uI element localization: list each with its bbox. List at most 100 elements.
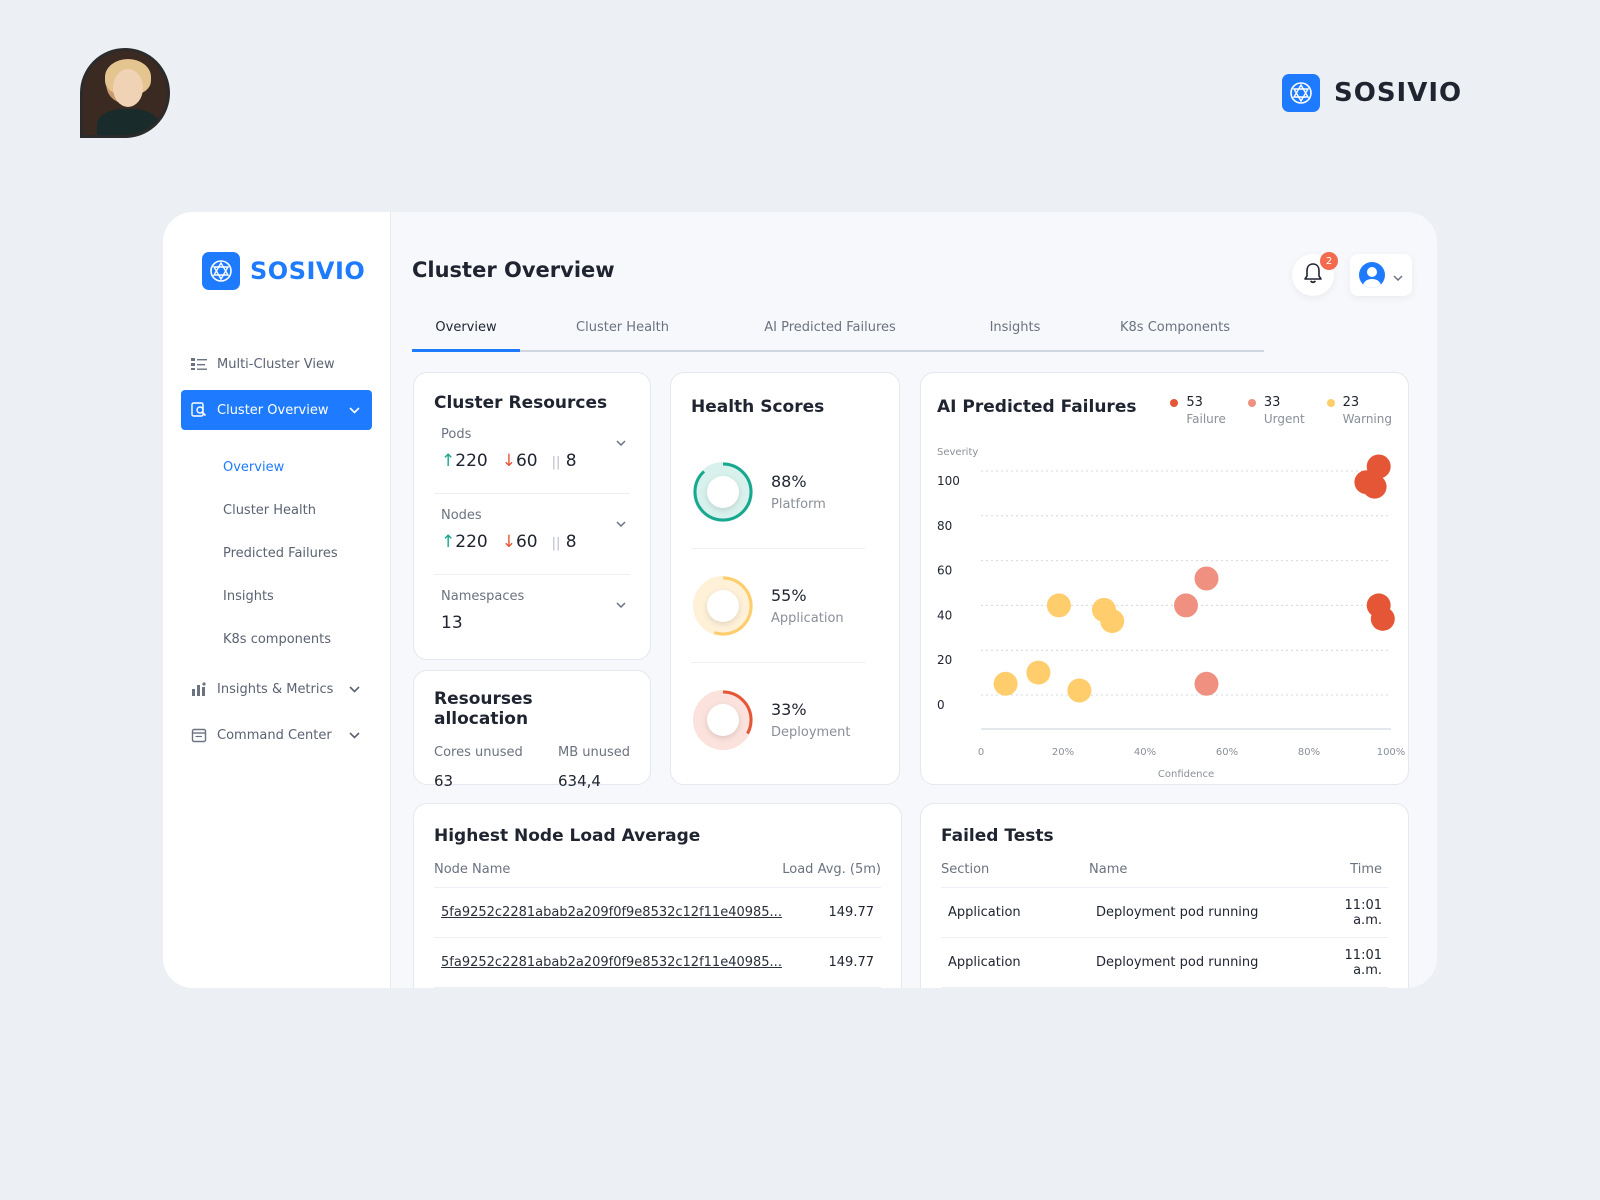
data-point-failure bbox=[1362, 474, 1387, 499]
node-link[interactable]: 5fa9252c2281abab2a209f0f9e8532c12f11e409… bbox=[441, 955, 782, 970]
y-tick-label: 0 bbox=[937, 698, 945, 712]
table-row: 5fa9252c2281abab2a209f0f9e8532c12f11e409… bbox=[434, 888, 881, 938]
time-cell: 11:01 a.m. bbox=[1344, 947, 1382, 978]
chevron-down-icon bbox=[349, 403, 360, 418]
score-percent: 88% bbox=[771, 471, 807, 491]
resources-allocation-card: Resourses allocation Cores unused 63 MB … bbox=[413, 670, 651, 790]
score-percent: 33% bbox=[771, 700, 807, 719]
sidebar-item-label: Command Center bbox=[217, 727, 332, 743]
x-tick-label: 40% bbox=[1134, 747, 1156, 758]
legend-item-urgent[interactable]: 33 Urgent bbox=[1247, 395, 1305, 426]
mb-unused-label: MB unused bbox=[557, 745, 630, 760]
chevron-down-icon[interactable] bbox=[616, 597, 626, 612]
x-axis-label: Confidence bbox=[1158, 769, 1214, 780]
table-row[interactable]: Application Deployment pod running 11:01… bbox=[941, 938, 1388, 988]
ring-center bbox=[707, 475, 739, 508]
tab-insights[interactable]: Insights bbox=[989, 320, 1041, 335]
health-score-deployment[interactable]: 33% Deployment bbox=[691, 663, 865, 777]
profile-photo bbox=[80, 48, 170, 138]
health-score-platform[interactable]: 88% Platform bbox=[691, 435, 865, 549]
notification-badge: 2 bbox=[1320, 252, 1338, 270]
health-score-application[interactable]: 55% Application bbox=[691, 549, 865, 663]
score-label: Deployment bbox=[771, 725, 851, 740]
tab-ai-predicted-failures[interactable]: AI Predicted Failures bbox=[764, 320, 896, 335]
nodes-label: Nodes bbox=[441, 508, 482, 523]
sidebar-nav: Multi-Cluster View Cluster Overview Over… bbox=[163, 344, 390, 755]
arrow-down-icon: ↓ bbox=[501, 451, 516, 471]
chevron-down-icon bbox=[349, 682, 360, 697]
legend-item-failure[interactable]: 53 Failure bbox=[1170, 395, 1226, 426]
chevron-down-icon[interactable] bbox=[616, 516, 626, 531]
name-cell: Deployment pod running bbox=[1096, 955, 1259, 970]
sidebar: SOSIVIO Multi-Cluster View Cluster Overv… bbox=[163, 212, 391, 988]
failed-tests-card: Failed Tests Section Name Time Applicati… bbox=[920, 803, 1409, 988]
score-label: Application bbox=[771, 610, 844, 626]
subnav-item-overview[interactable]: Overview bbox=[223, 460, 285, 475]
card-title: Failed Tests bbox=[941, 826, 1054, 846]
namespaces-value: 13 bbox=[441, 613, 463, 633]
list-icon bbox=[191, 356, 207, 372]
brand-header: SOSIVIO bbox=[1282, 74, 1462, 112]
node-load-card: Highest Node Load Average Node Name Load… bbox=[413, 803, 902, 988]
health-scores-card: Health Scores 88% Platform 55% Application… bbox=[670, 372, 900, 785]
subnav-item-insights[interactable]: Insights bbox=[223, 589, 274, 604]
tab-overview[interactable]: Overview bbox=[412, 316, 520, 352]
tab-cluster-health[interactable]: Cluster Health bbox=[576, 320, 669, 335]
column-header-node-name: Node Name bbox=[434, 862, 511, 877]
subnav-item-k8s-components[interactable]: K8s components bbox=[223, 632, 332, 647]
section-cell: Application bbox=[948, 955, 1021, 970]
sidebar-brand[interactable]: SOSIVIO bbox=[202, 252, 390, 290]
namespaces-label: Namespaces bbox=[441, 589, 525, 604]
sidebar-subnav: Overview Cluster Health Predicted Failur… bbox=[163, 446, 390, 661]
card-title: Health Scores bbox=[691, 397, 825, 417]
sidebar-item-label: Cluster Overview bbox=[217, 402, 329, 418]
donut-ring bbox=[693, 461, 753, 522]
app-window: SOSIVIO Multi-Cluster View Cluster Overv… bbox=[163, 212, 1437, 988]
column-header-load: Load Avg. (5m) bbox=[782, 862, 881, 877]
sidebar-brand-name: SOSIVIO bbox=[250, 257, 366, 285]
nodes-down: ↓60 bbox=[501, 532, 538, 552]
cluster-resources-card: Cluster Resources Pods ↑220 ↓60 || 8 Nod… bbox=[413, 372, 651, 660]
top-actions: 2 bbox=[1292, 252, 1412, 296]
sidebar-item-command-center[interactable]: Command Center bbox=[181, 715, 372, 755]
subnav-item-predicted-failures[interactable]: Predicted Failures bbox=[223, 546, 338, 561]
sidebar-item-cluster-overview[interactable]: Cluster Overview bbox=[181, 390, 372, 430]
score-label: Platform bbox=[771, 496, 826, 512]
pods-row[interactable]: Pods ↑220 ↓60 || 8 bbox=[434, 413, 630, 494]
nodes-up: ↑220 bbox=[441, 532, 488, 552]
bell-icon bbox=[1303, 262, 1323, 288]
load-value: 149.77 bbox=[828, 955, 875, 970]
arrow-down-icon: ↓ bbox=[501, 532, 516, 552]
legend-dot bbox=[1170, 398, 1179, 407]
user-menu-button[interactable] bbox=[1350, 254, 1412, 296]
x-tick-label: 0 bbox=[978, 747, 984, 758]
chevron-down-icon[interactable] bbox=[616, 435, 626, 450]
legend-item-warning[interactable]: 23 Warning bbox=[1326, 395, 1392, 426]
subnav-item-cluster-health[interactable]: Cluster Health bbox=[223, 503, 316, 518]
node-link[interactable]: 5fa9252c2281abab2a209f0f9e8532c12f11e409… bbox=[441, 905, 782, 920]
y-tick-label: 100 bbox=[937, 474, 960, 488]
y-tick-label: 40 bbox=[937, 608, 952, 622]
nodes-row[interactable]: Nodes ↑220 ↓60 || 8 bbox=[434, 494, 630, 575]
table-row: 5fa9252c2281abab2a209f0f9e8532c12f11e409… bbox=[434, 938, 881, 988]
calendar-icon bbox=[191, 727, 207, 743]
y-axis-label: Severity bbox=[937, 447, 978, 458]
sidebar-item-multi-cluster-view[interactable]: Multi-Cluster View bbox=[181, 344, 372, 384]
data-point-warning bbox=[1100, 609, 1125, 634]
legend-dot bbox=[1247, 398, 1256, 407]
cores-unused-value: 63 bbox=[434, 772, 454, 790]
tab-k8s-components[interactable]: K8s Components bbox=[1120, 320, 1230, 335]
sidebar-item-insights-metrics[interactable]: Insights & Metrics bbox=[181, 669, 372, 709]
chevron-down-icon bbox=[349, 728, 360, 743]
search-doc-icon bbox=[191, 402, 207, 418]
namespaces-row[interactable]: Namespaces 13 bbox=[434, 575, 630, 656]
pods-up: ↑220 bbox=[441, 451, 488, 471]
column-header-section: Section bbox=[941, 862, 990, 877]
load-value: 149.77 bbox=[828, 905, 875, 920]
data-point-warning bbox=[1046, 593, 1071, 618]
notifications-button[interactable]: 2 bbox=[1292, 252, 1338, 296]
card-title: AI Predicted Failures bbox=[937, 397, 1137, 417]
chevron-down-icon bbox=[1393, 266, 1403, 285]
table-row[interactable]: Application Deployment pod running 11:01… bbox=[941, 888, 1388, 938]
donut-ring bbox=[693, 690, 753, 750]
